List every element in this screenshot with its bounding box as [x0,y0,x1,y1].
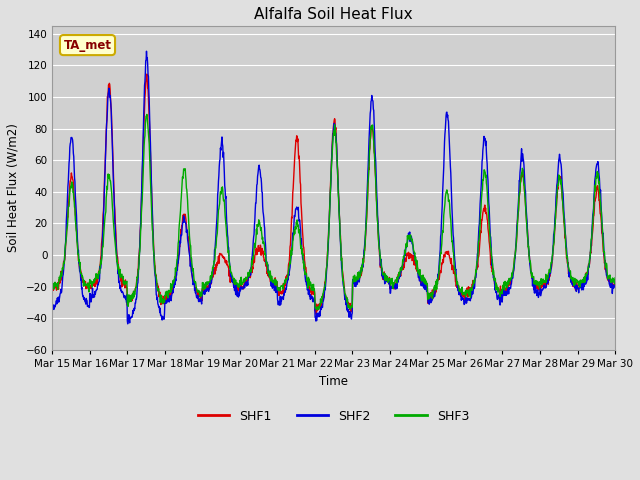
SHF2 [237,284,245,289]
SHF1 [495,289,503,295]
SHF3 [611,275,619,281]
X-axis label: Time: Time [319,374,348,387]
SHF3 [174,248,182,253]
Line: SHF1: SHF1 [52,74,615,314]
SHF1 [237,286,244,291]
SHF1 [143,71,151,77]
SHF2 [174,260,182,266]
SHF2 [611,284,619,289]
SHF1 [422,284,429,290]
SHF2 [495,296,503,301]
Line: SHF3: SHF3 [52,114,615,310]
Title: Alfalfa Soil Heat Flux: Alfalfa Soil Heat Flux [254,7,413,22]
SHF3 [49,281,56,287]
SHF1 [545,277,553,283]
SHF2 [124,321,132,327]
Y-axis label: Soil Heat Flux (W/m2): Soil Heat Flux (W/m2) [7,123,20,252]
SHF2 [422,284,429,289]
SHF3 [143,111,151,117]
SHF3 [495,289,503,295]
SHF3 [545,269,553,275]
SHF1 [174,263,182,268]
SHF1 [49,287,56,293]
SHF1 [611,281,619,287]
SHF3 [237,276,244,282]
SHF3 [422,281,429,287]
SHF1 [312,312,320,317]
SHF2 [143,48,150,54]
Line: SHF2: SHF2 [52,51,615,324]
SHF2 [545,275,553,280]
SHF1 [160,293,168,299]
SHF2 [161,311,168,316]
SHF2 [49,303,56,309]
Legend: SHF1, SHF2, SHF3: SHF1, SHF2, SHF3 [193,405,474,428]
Text: TA_met: TA_met [63,38,111,51]
SHF3 [160,300,168,305]
SHF3 [313,307,321,313]
